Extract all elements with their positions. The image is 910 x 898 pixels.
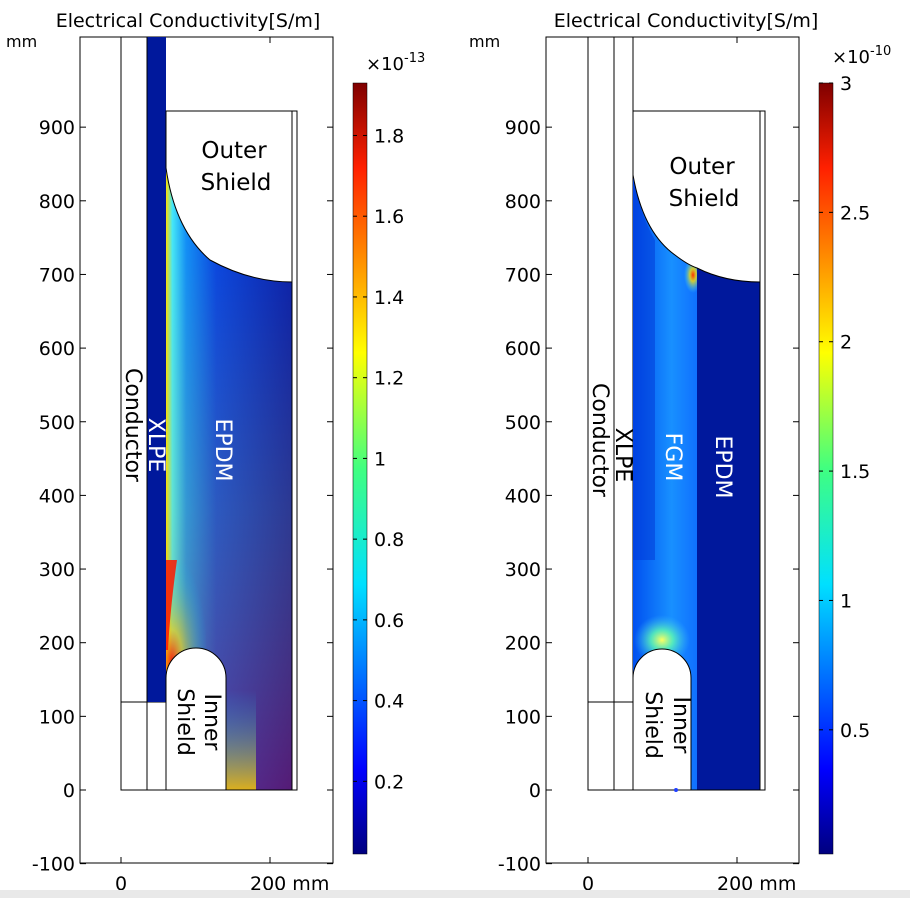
left-title: Electrical Conductivity[S/m] (56, 10, 321, 32)
y-tick-label: -100 (498, 854, 541, 876)
y-tick-label: 600 (505, 338, 541, 360)
y-tick-label: 0 (63, 780, 75, 802)
left-inner-shield-label-2: Shield (172, 688, 197, 756)
right-epdm-field (697, 268, 760, 790)
left-xlpe (147, 37, 166, 702)
y-tick-label: 300 (39, 559, 75, 581)
right-outer-shield (632, 110, 761, 283)
y-tick-label: 200 (505, 633, 541, 655)
y-tick-label: 400 (39, 485, 75, 507)
colorbar-tick-label: 0.2 (374, 771, 404, 793)
right-unit-label: mm (469, 32, 500, 51)
left-epdm-label: EPDM (210, 418, 235, 481)
colorbar-tick-label: 2 (840, 332, 852, 354)
y-tick-label: -100 (32, 854, 75, 876)
y-tick-label: 500 (505, 412, 541, 434)
left-ticks: -100 0 100 200 300 400 500 600 700 800 900 0 200 mm (32, 37, 333, 895)
y-tick-label: 900 (39, 117, 75, 139)
left-conductor (120, 36, 148, 791)
right-conductor (587, 36, 615, 791)
colorbar-tick-label: 3 (840, 73, 852, 95)
left-xlpe-label: XLPE (143, 418, 168, 473)
bottom-edge (0, 890, 910, 898)
left-colorbar-multiplier: ×10-13 (366, 51, 425, 75)
colorbar-tick-label: 1.2 (374, 368, 404, 390)
colorbar-tick-label: 2.5 (840, 202, 870, 224)
colorbar-tick-label: 1.6 (374, 206, 404, 228)
x-tick-label: 200 mm (717, 873, 796, 895)
right-outer-shield-label-2: Shield (669, 186, 740, 212)
left-inner-shield (165, 647, 227, 791)
colorbar-tick-label: 1.4 (374, 287, 404, 309)
y-tick-label: 400 (505, 485, 541, 507)
y-tick-label: 500 (39, 412, 75, 434)
colorbar-tick-label: 0.6 (374, 610, 404, 632)
left-conductor-label: Conductor (120, 368, 145, 483)
colorbar-tick-label: 1.5 (840, 461, 870, 483)
y-tick-label: 700 (39, 264, 75, 286)
left-outer-shield (165, 110, 293, 283)
right-conductor-label: Conductor (587, 383, 612, 498)
colorbar-tick-label: 1 (840, 590, 852, 612)
y-tick-label: 100 (39, 706, 75, 728)
left-outer-shield-label-2: Shield (201, 170, 272, 196)
right-geometry (587, 36, 766, 792)
y-tick-label: 100 (505, 706, 541, 728)
colorbar-tick-label: 1.8 (374, 125, 404, 147)
y-tick-label: 600 (39, 338, 75, 360)
right-inner-shield (632, 648, 692, 791)
y-tick-label: 900 (505, 117, 541, 139)
x-tick-label: 200 mm (250, 873, 329, 895)
right-inner-shield-label-2: Shield (640, 691, 665, 759)
right-ticks: -100 0 100 200 300 400 500 600 700 800 900 0 200 mm (498, 37, 799, 895)
right-colorbar-ticks: 0.5 1 1.5 2 2.5 3 (819, 73, 870, 742)
right-inner-shield-label-1: Inner (668, 697, 693, 755)
colorbar-tick-label: 0.5 (840, 720, 870, 742)
left-panel: Electrical Conductivity[S/m] mm -1000100… (6, 10, 425, 895)
left-colorbar (352, 82, 368, 855)
left-axes-frame (79, 36, 334, 864)
y-tick-label: 800 (39, 191, 75, 213)
colorbar-tick-label: 1 (374, 448, 386, 470)
right-epdm-label: EPDM (710, 435, 735, 498)
left-geometry (120, 36, 298, 791)
colorbar-tick-label: 0.4 (374, 691, 404, 713)
y-tick-label: 200 (39, 633, 75, 655)
right-panel: Electrical Conductivity[S/m] mm -1000100… (469, 10, 891, 895)
right-axes-frame (545, 36, 800, 864)
right-outer-shield-label-1: Outer (669, 154, 735, 180)
y-tick-label: 300 (505, 559, 541, 581)
y-tick-label: 700 (505, 264, 541, 286)
left-unit-label: mm (6, 32, 37, 51)
right-xlpe-label: XLPE (610, 428, 635, 483)
right-xlpe (613, 36, 634, 791)
right-colorbar (818, 82, 834, 855)
left-colorbar-ticks: 0.2 0.4 0.6 0.8 1 1.2 1.4 1.6 1.8 (353, 125, 404, 793)
right-fgm-label: FGM (660, 433, 685, 482)
left-inner-shield-label-1: Inner (199, 694, 224, 752)
colorbar-tick-label: 0.8 (374, 529, 404, 551)
x-tick-label: 0 (582, 873, 594, 895)
right-title: Electrical Conductivity[S/m] (554, 10, 819, 32)
x-tick-label: 0 (115, 873, 127, 895)
left-outer-shield-label-1: Outer (201, 138, 267, 164)
y-tick-label: 800 (505, 191, 541, 213)
y-tick-label: 0 (529, 780, 541, 802)
right-colorbar-multiplier: ×10-10 (832, 44, 891, 68)
